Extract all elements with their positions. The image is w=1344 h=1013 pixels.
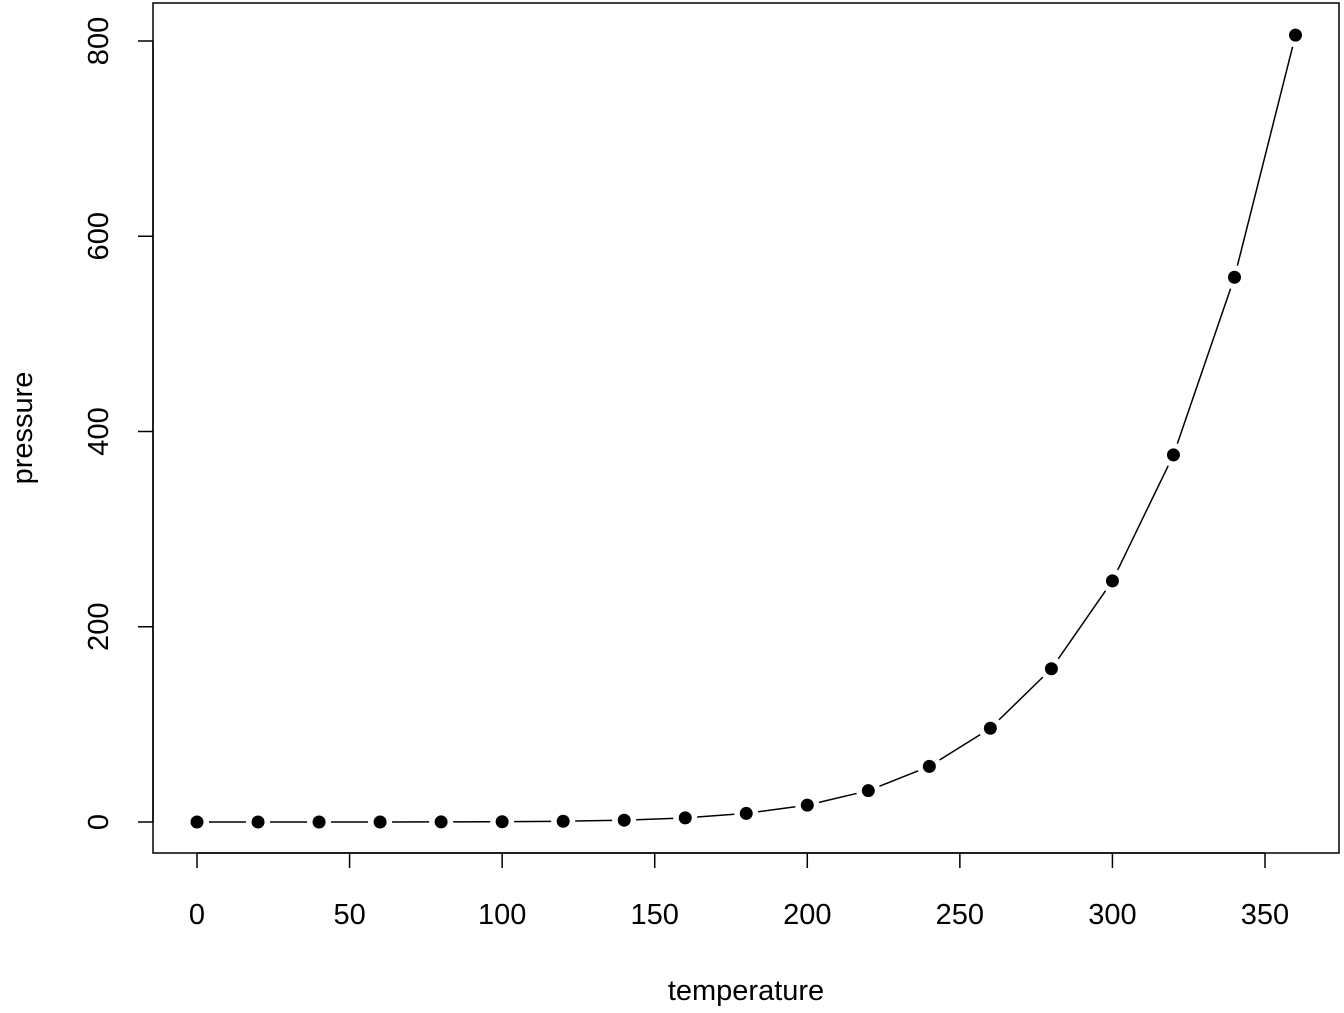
data-point [984, 722, 997, 735]
series-line-segment [575, 820, 612, 821]
data-point [923, 760, 936, 773]
x-axis-label: temperature [668, 975, 824, 1007]
x-axis: 0 50 100 150 200 250 300 350 [189, 853, 1289, 931]
series-line-segment [819, 793, 857, 802]
series-line-segment [1118, 466, 1169, 570]
x-tick-label: 150 [631, 899, 679, 931]
data-point [191, 815, 204, 828]
x-tick-label: 100 [478, 899, 526, 931]
data-point [740, 807, 753, 820]
data-point [1289, 29, 1302, 42]
x-tick-label: 350 [1241, 899, 1289, 931]
data-point [1228, 271, 1241, 284]
y-tick-label: 800 [83, 17, 115, 65]
x-tick-label: 200 [783, 899, 831, 931]
series-line-segment [758, 807, 795, 812]
y-tick-label: 0 [83, 814, 115, 830]
y-tick-label: 200 [83, 603, 115, 651]
data-point [862, 784, 875, 797]
data-point [496, 815, 509, 828]
data-point [374, 815, 387, 828]
x-tick-label: 250 [936, 899, 984, 931]
data-point [618, 814, 631, 827]
series-points [191, 29, 1303, 829]
series-line-segment [1058, 591, 1105, 659]
data-point [252, 815, 265, 828]
x-tick-label: 0 [189, 899, 205, 931]
series-lines [209, 47, 1293, 822]
data-point [435, 815, 448, 828]
y-tick-label: 400 [83, 407, 115, 455]
data-point [557, 815, 570, 828]
series-line-segment [1177, 289, 1230, 444]
plot-frame [153, 3, 1339, 853]
data-point [801, 799, 814, 812]
data-point [1167, 448, 1180, 461]
data-point [679, 811, 692, 824]
data-point [313, 815, 326, 828]
y-axis-label: pressure [7, 372, 39, 485]
series-line-segment [999, 677, 1043, 720]
x-tick-label: 50 [333, 899, 365, 931]
data-point [1106, 574, 1119, 587]
y-axis: 0 200 400 600 800 [83, 17, 153, 830]
y-tick-label: 600 [83, 212, 115, 260]
series-line-segment [940, 735, 981, 760]
series-line-segment [697, 814, 734, 817]
series-line-segment [1237, 47, 1292, 266]
data-point [1045, 662, 1058, 675]
x-tick-label: 300 [1088, 899, 1136, 931]
series-line-segment [636, 818, 673, 819]
series-line-segment [879, 771, 918, 786]
